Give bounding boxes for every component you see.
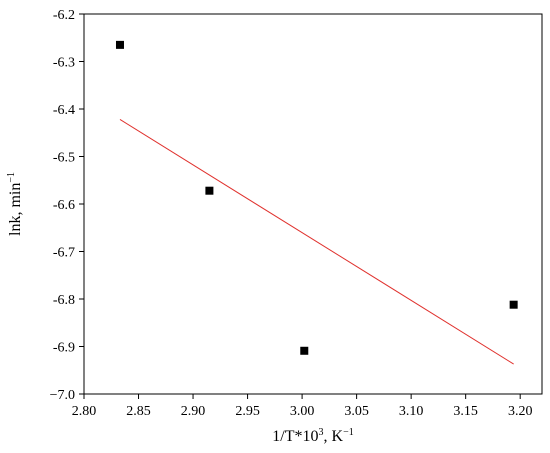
- y-axis-tick-labels: −7.0 -6.9 -6.8 -6.7 -6.6 -6.5 -6.4 -6.3 -6.2: [50, 8, 75, 403]
- x-tick-label: 2.90: [181, 404, 206, 419]
- x-tick-label: 3.15: [453, 404, 478, 419]
- x-tick-label: 2.95: [235, 404, 260, 419]
- x-tick-label: 3.05: [344, 404, 369, 419]
- y-tick-label: −7.0: [50, 388, 75, 403]
- x-axis-tick-labels: 2.80 2.85 2.90 2.95 3.00 3.05 3.10 3.15 3.20: [72, 404, 533, 419]
- y-tick-label: -6.7: [53, 246, 75, 261]
- fit-lines: [119, 119, 514, 365]
- y-tick-label: -6.8: [53, 293, 75, 308]
- y-axis-title: lnk, min−1: [6, 172, 24, 236]
- x-tick-label: 3.20: [508, 404, 533, 419]
- plot-frame: [83, 13, 543, 395]
- data-point: [205, 186, 214, 195]
- fit-line: [119, 119, 514, 365]
- y-axis-ticks: [79, 13, 84, 395]
- x-tick-label: 2.85: [126, 404, 151, 419]
- y-tick-label: -6.3: [53, 56, 75, 71]
- y-tick-label: -6.2: [53, 8, 75, 23]
- y-tick-label: -6.5: [53, 151, 75, 166]
- y-tick-label: -6.6: [53, 198, 75, 213]
- x-tick-label: 3.00: [290, 404, 315, 419]
- data-points: [115, 40, 518, 355]
- y-tick-label: -6.4: [53, 103, 75, 118]
- x-axis-ticks: [83, 394, 521, 399]
- data-point: [300, 346, 309, 355]
- data-point: [509, 300, 518, 309]
- x-tick-label: 3.10: [399, 404, 424, 419]
- data-point: [115, 40, 124, 49]
- x-tick-label: 2.80: [72, 404, 97, 419]
- y-tick-label: -6.9: [53, 341, 75, 356]
- x-axis-title: 1/T*103, K−1: [272, 427, 353, 445]
